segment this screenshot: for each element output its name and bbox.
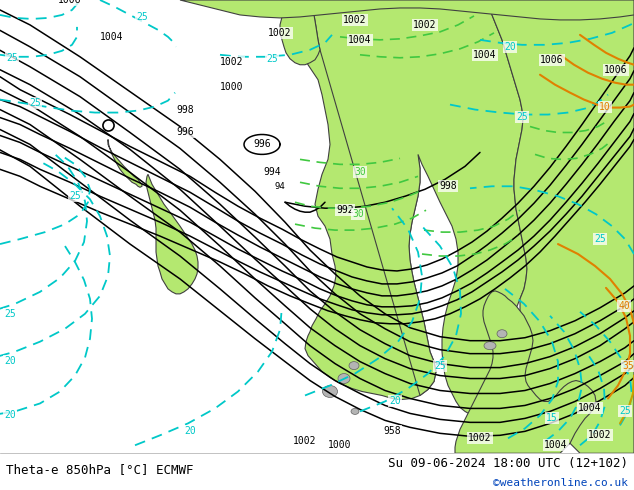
- Polygon shape: [285, 0, 436, 399]
- Text: 1004: 1004: [100, 32, 124, 42]
- Text: 25: 25: [594, 234, 606, 244]
- Text: 20: 20: [504, 42, 516, 52]
- Text: 25: 25: [516, 112, 528, 122]
- Text: ©weatheronline.co.uk: ©weatheronline.co.uk: [493, 478, 628, 489]
- Ellipse shape: [484, 342, 496, 350]
- Polygon shape: [455, 291, 596, 453]
- Polygon shape: [108, 140, 142, 187]
- Text: 1002: 1002: [294, 436, 317, 446]
- Text: 1002: 1002: [220, 57, 243, 67]
- Text: 1004: 1004: [578, 403, 602, 414]
- Polygon shape: [285, 0, 527, 417]
- Polygon shape: [280, 0, 320, 65]
- Polygon shape: [180, 0, 634, 20]
- Text: 20: 20: [184, 426, 196, 436]
- Text: 25: 25: [29, 98, 41, 108]
- Text: 996: 996: [253, 140, 271, 149]
- Text: 30: 30: [354, 167, 366, 177]
- Text: 1004: 1004: [473, 50, 497, 60]
- Text: 20: 20: [4, 411, 16, 420]
- Text: 998: 998: [439, 181, 457, 191]
- Text: 20: 20: [389, 396, 401, 406]
- Text: 25: 25: [136, 12, 148, 22]
- Ellipse shape: [338, 373, 350, 384]
- Ellipse shape: [497, 330, 507, 338]
- Ellipse shape: [351, 409, 359, 415]
- Text: 25: 25: [619, 406, 631, 416]
- Text: 1004: 1004: [544, 441, 568, 450]
- Text: 1000: 1000: [328, 441, 352, 450]
- Polygon shape: [146, 174, 198, 294]
- Text: 994: 994: [263, 167, 281, 177]
- Text: 1002: 1002: [413, 20, 437, 30]
- Text: 996: 996: [176, 127, 194, 138]
- Text: 1000: 1000: [220, 82, 243, 92]
- Text: 30: 30: [352, 209, 364, 219]
- Text: 94: 94: [275, 182, 285, 191]
- Text: 20: 20: [4, 356, 16, 366]
- Text: 958: 958: [383, 426, 401, 436]
- Text: 992: 992: [336, 205, 354, 215]
- Polygon shape: [486, 0, 634, 453]
- Text: 25: 25: [434, 361, 446, 370]
- Ellipse shape: [323, 386, 337, 397]
- Text: 1004: 1004: [348, 35, 372, 45]
- Text: 1006: 1006: [58, 0, 82, 5]
- Text: 15: 15: [546, 414, 558, 423]
- Ellipse shape: [349, 362, 359, 369]
- Text: 998: 998: [176, 104, 194, 115]
- Text: 1002: 1002: [588, 430, 612, 441]
- Text: 25: 25: [6, 53, 18, 63]
- Text: 1006: 1006: [604, 65, 628, 75]
- Text: 1002: 1002: [469, 433, 492, 443]
- Text: 40: 40: [618, 301, 630, 311]
- Text: 35: 35: [622, 361, 634, 370]
- Text: Theta-e 850hPa [°C] ECMWF: Theta-e 850hPa [°C] ECMWF: [6, 463, 194, 476]
- Text: 1006: 1006: [540, 55, 564, 65]
- Text: 25: 25: [266, 54, 278, 64]
- Text: 1002: 1002: [343, 15, 366, 25]
- Text: 1002: 1002: [268, 28, 292, 38]
- Text: 25: 25: [4, 309, 16, 319]
- Text: 25: 25: [69, 191, 81, 201]
- Text: Su 09-06-2024 18:00 UTC (12+102): Su 09-06-2024 18:00 UTC (12+102): [387, 457, 628, 470]
- Text: 10: 10: [599, 101, 611, 112]
